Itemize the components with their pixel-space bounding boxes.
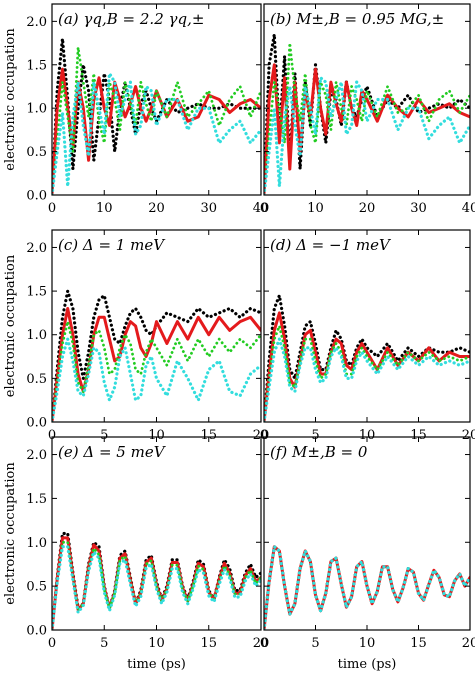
panel-label: (d) Δ = −1 meV [270, 236, 392, 254]
x-tick-label: 5 [100, 636, 108, 651]
y-tick-label: 1.0 [26, 328, 47, 343]
x-tick-label: 0 [260, 636, 268, 651]
series-group [264, 293, 470, 422]
x-tick-label: 20 [462, 636, 475, 651]
x-tick-label: 5 [311, 428, 319, 443]
y-tick-label: 1.0 [26, 102, 47, 117]
y-tick-label: 1.5 [26, 58, 47, 73]
x-tick-label: 10 [307, 201, 324, 216]
x-tick-label: 15 [410, 428, 427, 443]
x-tick-label: 20 [359, 201, 376, 216]
panel-f: 0 5 10 15 20 (f) M±,B = 0 time (ps) [260, 436, 475, 672]
series-group [264, 545, 470, 630]
series-group [52, 531, 261, 630]
series-line-cyan-dotted [52, 337, 261, 422]
y-tick-label: 0.0 [26, 416, 47, 431]
x-tick-label: 40 [462, 201, 475, 216]
y-axis-title: electronic occupation [3, 28, 18, 171]
series-line-red-solid [264, 311, 470, 422]
y-tick-label: 1.5 [26, 492, 47, 507]
y-tick-label: 2.0 [26, 241, 47, 256]
x-tick-label: 15 [410, 636, 427, 651]
x-tick-label: 20 [253, 636, 270, 651]
y-tick-label: 0.5 [26, 580, 47, 595]
series-line-green-dotted [264, 41, 470, 195]
panel-label: (e) Δ = 5 meV [58, 443, 167, 461]
x-tick-label: 15 [200, 636, 217, 651]
series-line-black-dotted [264, 32, 470, 195]
panel-label: (b) M±,B = 0.95 MG,± [270, 10, 444, 28]
panel-b: 0 10 20 30 40 (b) M±,B = 0.95 MG,± [260, 3, 475, 216]
x-axis-title: time (ps) [127, 657, 186, 672]
x-tick-label: 10 [96, 201, 113, 216]
y-tick-label: 0.0 [26, 624, 47, 639]
x-tick-label: 20 [148, 201, 165, 216]
x-tick-label: 10 [148, 428, 165, 443]
x-tick-label: 20 [462, 428, 475, 443]
x-tick-label: 5 [100, 428, 108, 443]
x-tick-label: 30 [200, 201, 217, 216]
series-line-green-dotted [52, 46, 261, 195]
x-tick-label: 40 [253, 201, 270, 216]
panel-label: (f) M±,B = 0 [270, 443, 368, 461]
x-tick-label: 0 [48, 201, 56, 216]
series-line-black-dotted [52, 289, 261, 422]
y-axis-title: electronic occupation [3, 254, 18, 397]
panel-label: (a) γq,B = 2.2 γq,± [58, 10, 204, 28]
panel-a: 0 10 20 30 40 0.0 0.5 1.0 1.5 2.0 (a) γq,B = 2.2 γ… [3, 3, 270, 216]
series-group [52, 37, 261, 195]
plot-frame [51, 3, 262, 196]
series-line-cyan-dotted [264, 337, 470, 422]
series-line-cyan-dotted [52, 545, 261, 630]
series-line-green-dotted [52, 320, 261, 422]
y-tick-label: 0.5 [26, 145, 47, 160]
x-tick-label: 0 [48, 428, 56, 443]
panel-e: 0 5 10 15 20 0.0 0.5 1.0 1.5 2.0 (e) Δ = 5 meV elec… [3, 436, 270, 672]
x-tick-label: 10 [148, 636, 165, 651]
panel-d: 0 5 10 15 20 (d) Δ = −1 meV [260, 229, 475, 443]
x-tick-label: 20 [253, 428, 270, 443]
x-tick-label: 30 [410, 201, 427, 216]
series-line-green-dotted [264, 324, 470, 422]
panel-label: (c) Δ = 1 meV [58, 236, 166, 254]
x-tick-label: 10 [359, 428, 376, 443]
x-tick-label: 0 [48, 636, 56, 651]
series-line-cyan-dotted [264, 545, 470, 630]
series-group [52, 289, 261, 422]
x-tick-label: 0 [260, 201, 268, 216]
x-axis-title: time (ps) [338, 657, 397, 672]
series-line-green-dotted [52, 540, 261, 630]
plot-frame [263, 229, 471, 423]
y-tick-label: 0.5 [26, 372, 47, 387]
panel-c: 0 5 10 15 20 0.0 0.5 1.0 1.5 2.0 (c) Δ = 1 meV elec… [3, 229, 270, 443]
y-axis-title: electronic occupation [3, 462, 18, 605]
series-group [264, 32, 470, 195]
x-tick-label: 0 [260, 428, 268, 443]
x-tick-label: 5 [311, 636, 319, 651]
y-tick-label: 1.5 [26, 285, 47, 300]
y-tick-label: 2.0 [26, 448, 47, 463]
x-tick-label: 15 [200, 428, 217, 443]
series-line-red-solid [264, 63, 470, 195]
y-tick-label: 2.0 [26, 15, 47, 30]
series-line-cyan-dotted [52, 71, 261, 195]
y-tick-label: 0.0 [26, 189, 47, 204]
y-tick-label: 1.0 [26, 536, 47, 551]
series-line-red-solid [52, 307, 261, 422]
series-line-cyan-dotted [264, 76, 470, 195]
x-tick-label: 10 [359, 636, 376, 651]
